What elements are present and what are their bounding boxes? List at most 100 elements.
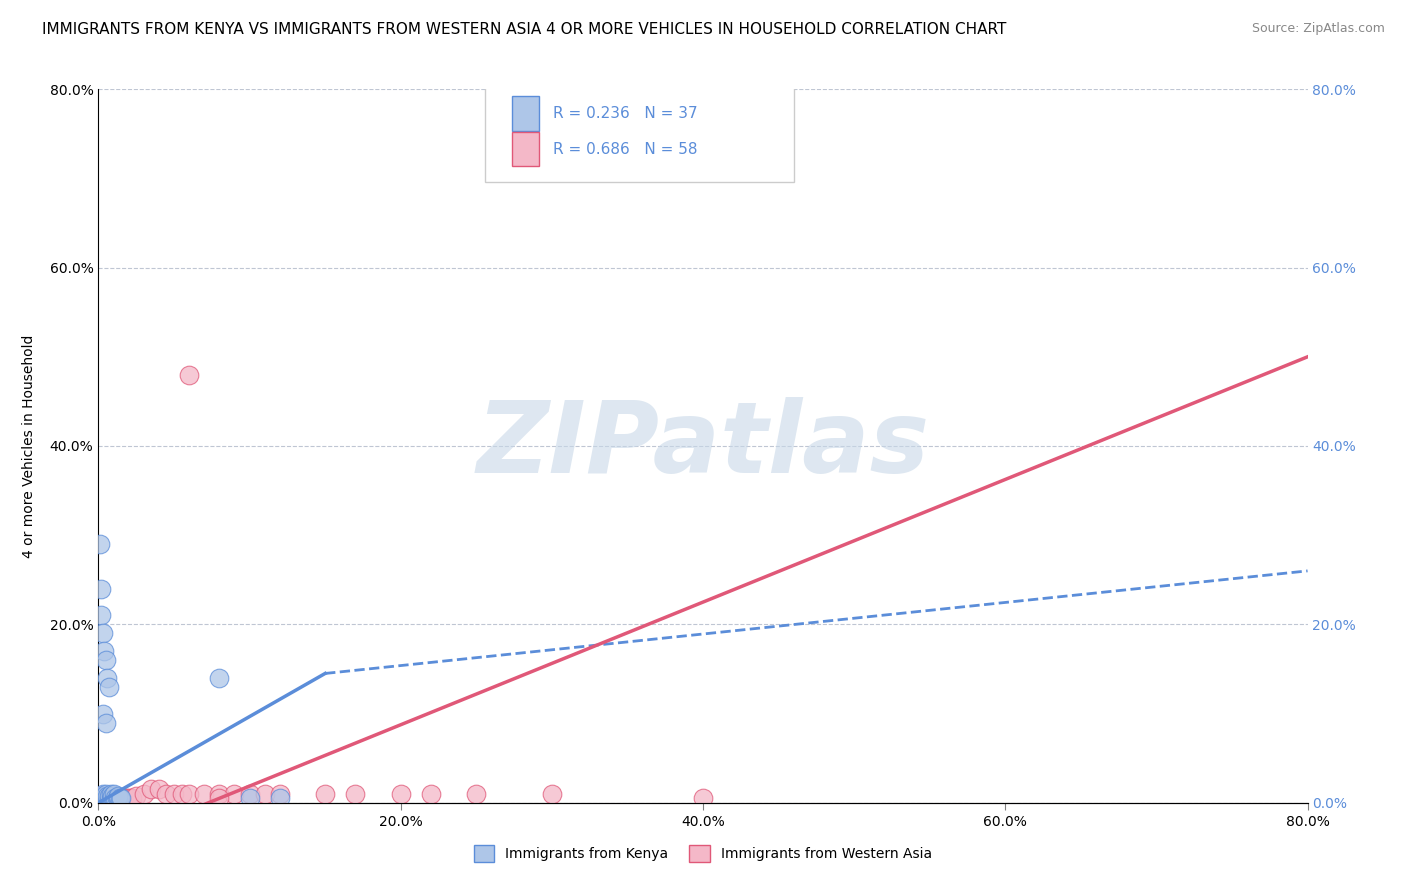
Point xyxy=(540,787,562,801)
Point xyxy=(98,793,121,807)
Point xyxy=(253,787,276,801)
Point xyxy=(132,787,155,801)
Point xyxy=(100,787,122,801)
Point xyxy=(93,644,115,658)
Point xyxy=(118,791,141,805)
Point xyxy=(90,791,112,805)
FancyBboxPatch shape xyxy=(485,82,793,182)
Point xyxy=(91,791,114,805)
Point xyxy=(155,787,177,801)
Point xyxy=(420,787,443,801)
Point xyxy=(465,787,488,801)
Point xyxy=(91,787,114,801)
Point xyxy=(89,791,111,805)
Point xyxy=(98,789,121,803)
Point xyxy=(98,680,121,694)
Point xyxy=(111,791,134,805)
Point xyxy=(96,789,118,803)
Point xyxy=(90,789,112,803)
Point xyxy=(89,793,111,807)
Point xyxy=(101,789,124,803)
Point xyxy=(100,791,122,805)
Y-axis label: 4 or more Vehicles in Household: 4 or more Vehicles in Household xyxy=(22,334,35,558)
Point xyxy=(94,787,117,801)
Point xyxy=(91,706,114,721)
Point xyxy=(208,787,231,801)
Point xyxy=(107,789,129,803)
Point xyxy=(103,789,125,803)
Point xyxy=(91,626,114,640)
Point xyxy=(105,791,128,805)
Point xyxy=(344,787,367,801)
Text: IMMIGRANTS FROM KENYA VS IMMIGRANTS FROM WESTERN ASIA 4 OR MORE VEHICLES IN HOUS: IMMIGRANTS FROM KENYA VS IMMIGRANTS FROM… xyxy=(42,22,1007,37)
Point xyxy=(96,789,118,803)
Point xyxy=(100,793,122,807)
Text: ZIPatlas: ZIPatlas xyxy=(477,398,929,494)
Point xyxy=(121,791,143,805)
Point xyxy=(91,793,114,807)
Point xyxy=(125,789,148,803)
Point xyxy=(107,791,129,805)
Point xyxy=(101,791,124,805)
Point xyxy=(89,537,111,551)
Point xyxy=(107,793,129,807)
Point xyxy=(170,787,193,801)
Point xyxy=(90,789,112,803)
Text: Source: ZipAtlas.com: Source: ZipAtlas.com xyxy=(1251,22,1385,36)
Point xyxy=(193,787,215,801)
Point xyxy=(239,791,262,805)
Point xyxy=(90,791,112,805)
Point xyxy=(179,368,201,382)
Point xyxy=(90,793,112,807)
Text: R = 0.686   N = 58: R = 0.686 N = 58 xyxy=(553,142,697,157)
Point xyxy=(93,789,115,803)
Text: R = 0.236   N = 37: R = 0.236 N = 37 xyxy=(553,106,697,121)
Point xyxy=(93,791,115,805)
FancyBboxPatch shape xyxy=(512,96,538,130)
Point xyxy=(94,793,117,807)
Point xyxy=(104,793,127,807)
Point xyxy=(108,791,131,805)
Point xyxy=(389,787,412,801)
Point xyxy=(89,793,111,807)
Point xyxy=(94,791,117,805)
Point xyxy=(103,787,125,801)
Point xyxy=(104,791,127,805)
Point xyxy=(208,791,231,805)
Point xyxy=(94,789,117,803)
Point xyxy=(114,791,136,805)
Point xyxy=(105,791,128,805)
Point xyxy=(100,791,122,805)
Point xyxy=(96,671,118,685)
Point xyxy=(148,782,170,797)
Point xyxy=(96,791,118,805)
Point xyxy=(110,791,132,805)
Legend: Immigrants from Kenya, Immigrants from Western Asia: Immigrants from Kenya, Immigrants from W… xyxy=(468,839,938,867)
Point xyxy=(108,791,131,805)
Point xyxy=(93,791,115,805)
Point xyxy=(269,787,291,801)
Point xyxy=(94,791,117,805)
Point xyxy=(89,791,111,805)
Point xyxy=(101,793,124,807)
Point xyxy=(98,789,121,803)
Point xyxy=(179,787,201,801)
Point xyxy=(94,653,117,667)
Point xyxy=(103,791,125,805)
Point xyxy=(224,787,246,801)
Point xyxy=(90,582,112,596)
Point xyxy=(269,791,291,805)
Point xyxy=(692,791,714,805)
Point xyxy=(110,791,132,805)
Point xyxy=(90,608,112,623)
Point xyxy=(239,787,262,801)
Point xyxy=(103,793,125,807)
Point xyxy=(101,789,124,803)
FancyBboxPatch shape xyxy=(512,132,538,166)
Point xyxy=(93,793,115,807)
Point xyxy=(91,789,114,803)
Point xyxy=(141,782,163,797)
Point xyxy=(163,787,186,801)
Point xyxy=(314,787,336,801)
Point xyxy=(91,791,114,805)
